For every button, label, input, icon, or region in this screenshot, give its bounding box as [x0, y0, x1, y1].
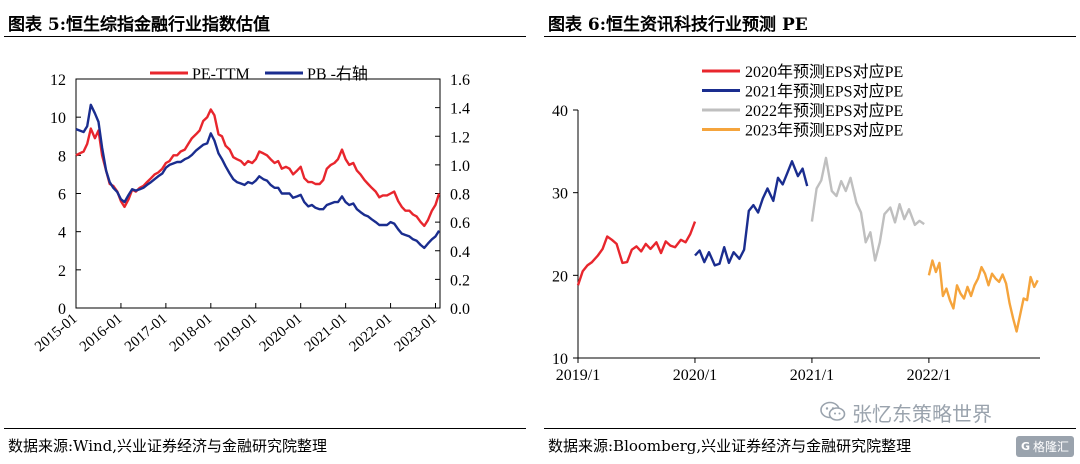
left-legend-label: PB -右轴 [307, 65, 368, 83]
right-y-tick-label: 0.2 [450, 272, 470, 289]
left-x-tick-label: 2022-01 [347, 311, 396, 355]
left-y-tick-label: 2 [58, 263, 66, 280]
brand-g-icon: G [1020, 440, 1030, 453]
left-legend-label: PE-TTM [192, 66, 250, 83]
right-chart-y-tick-label: 30 [552, 186, 568, 203]
left-series-line-pe-ttm [75, 108, 441, 228]
right-series-line-pe-2020 [576, 221, 697, 286]
watermark: 张忆东策略世界 [820, 398, 992, 426]
left-chart: 0 2 4 6 8 10 12 0.0 0.2 0.4 0.6 0.8 1.0 1.2 1.4 1.6 2015… [32, 65, 470, 355]
right-series-line-pe-2021 [694, 160, 809, 267]
left-source-rule [4, 428, 526, 429]
right-chart-y-tick-label: 20 [552, 268, 568, 285]
left-x-tick-label: 2020-01 [257, 311, 306, 355]
right-y-tick-label: 1.2 [450, 129, 470, 146]
right-legend-label: 2020年预测EPS对应PE [745, 62, 903, 81]
left-x-tick-label: 2019-01 [212, 311, 261, 355]
right-title-rule [544, 36, 1076, 37]
left-y-tick-label: 0 [58, 301, 66, 318]
right-chart: 10 20 30 40 2019/1 2020/1 2021/1 2022/1 2020年预测E… [552, 62, 1040, 384]
right-y-tick-label: 0.8 [450, 187, 470, 204]
watermark-text: 张忆东策略世界 [852, 401, 992, 426]
left-title-rule [4, 36, 526, 37]
right-series-line-pe-2023 [927, 259, 1039, 333]
right-source-note: 数据来源:Bloomberg,兴业证券经济与金融研究院整理 [548, 437, 912, 455]
left-y-tick-label: 4 [58, 225, 66, 242]
right-y-tick-label: 0.0 [450, 301, 470, 318]
right-y-tick-label: 0.4 [450, 244, 470, 261]
right-series-line-pe-2022 [810, 156, 925, 262]
right-chart-x-tick-label: 2020/1 [673, 367, 717, 384]
right-y-tick-label: 0.6 [450, 215, 470, 232]
brand-text: 格隆汇 [1032, 440, 1069, 454]
right-y-tick-label: 1.0 [450, 158, 470, 175]
left-y-tick-label: 8 [58, 148, 66, 165]
left-x-tick-label: 2023-01 [391, 311, 440, 355]
left-source-note: 数据来源:Wind,兴业证券经济与金融研究院整理 [8, 437, 328, 455]
right-chart-x-tick-label: 2019/1 [556, 367, 600, 384]
right-chart-y-tick-label: 40 [552, 103, 568, 120]
right-chart-y-tick-label: 10 [552, 351, 568, 368]
left-y-tick-label: 6 [58, 187, 66, 204]
left-y-tick-label: 10 [50, 110, 66, 127]
right-legend-label: 2021年预测EPS对应PE [745, 82, 903, 101]
right-figure: 图表 6:恒生资讯科技行业预测 PE 10 20 30 40 2019/1 2020/1 2… [540, 0, 1080, 464]
left-x-tick-label: 2015-01 [32, 311, 81, 355]
wechat-icon [820, 401, 846, 421]
left-x-tick-label: 2021-01 [302, 311, 351, 355]
right-legend-label: 2023年预测EPS对应PE [745, 121, 903, 140]
left-x-tick-label: 2018-01 [167, 311, 216, 355]
right-legend-label: 2022年预测EPS对应PE [745, 101, 903, 120]
brand-logo: G 格隆汇 [1015, 436, 1074, 457]
right-y-tick-label: 1.4 [450, 101, 470, 118]
left-x-tick-label: 2016-01 [77, 311, 126, 355]
left-figure: 图表 5:恒生综指金融行业指数估值 0 2 4 6 8 10 12 0.0 0.2 0.4 0.6 0… [0, 0, 530, 464]
left-x-tick-label: 2017-01 [122, 311, 171, 355]
left-figure-title: 图表 5:恒生综指金融行业指数估值 [8, 15, 271, 35]
left-series-line-pb [75, 103, 441, 250]
right-chart-x-tick-label: 2021/1 [790, 367, 834, 384]
right-figure-title: 图表 6:恒生资讯科技行业预测 PE [548, 15, 808, 35]
right-chart-x-tick-label: 2022/1 [907, 367, 951, 384]
right-y-tick-label: 1.6 [450, 72, 470, 89]
left-y-tick-label: 12 [50, 72, 66, 89]
right-source-rule [544, 428, 1076, 429]
